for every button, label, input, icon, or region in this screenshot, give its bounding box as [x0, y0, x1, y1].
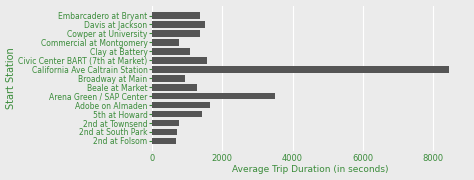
Bar [152, 30, 201, 37]
Bar [152, 102, 210, 109]
Y-axis label: Start Station: Start Station [6, 47, 16, 109]
Bar [152, 93, 275, 100]
Bar [152, 48, 191, 55]
Bar [152, 120, 179, 126]
Bar [152, 111, 202, 117]
Bar [152, 12, 201, 19]
Bar [152, 39, 179, 46]
Bar [152, 57, 207, 64]
Bar [152, 138, 176, 144]
Bar [152, 84, 197, 91]
Bar [152, 21, 205, 28]
Bar [152, 75, 185, 82]
Bar [152, 129, 177, 135]
Bar [152, 66, 449, 73]
X-axis label: Average Trip Duration (in seconds): Average Trip Duration (in seconds) [232, 165, 388, 174]
